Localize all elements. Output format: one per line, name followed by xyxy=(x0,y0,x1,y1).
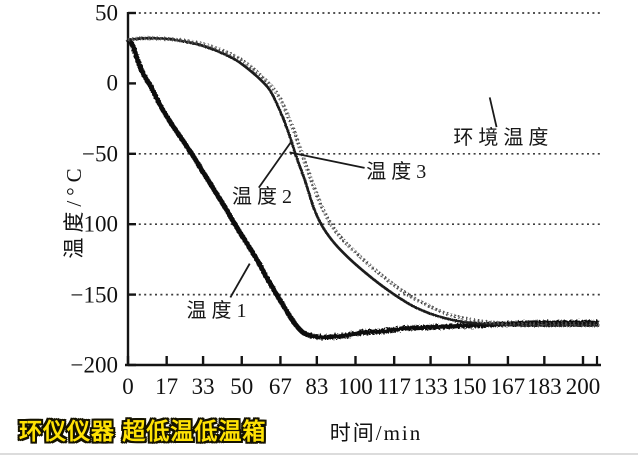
curve-temp3 xyxy=(127,36,599,327)
y-tick-label--100: −100 xyxy=(70,211,118,237)
y-tick-label--200: −200 xyxy=(70,352,118,378)
annotation-line-temp1 xyxy=(229,263,251,298)
x-tick-label-17: 17 xyxy=(155,374,179,399)
annotation-line-temp3 xyxy=(289,151,365,169)
annotation-line-ambient xyxy=(488,97,498,128)
x-tick-label-183: 183 xyxy=(527,374,562,399)
bottom-divider xyxy=(0,453,638,455)
x-axis-label: 时间/min xyxy=(329,421,423,445)
y-tick-label--150: −150 xyxy=(70,282,118,308)
x-tick-label-200: 200 xyxy=(565,374,601,399)
y-tick-label-50: 50 xyxy=(95,0,118,26)
x-tick-label-117: 117 xyxy=(377,374,411,399)
x-tick-label-33: 33 xyxy=(191,374,215,399)
y-tick-label--50: −50 xyxy=(82,141,118,167)
annotation-label-temp2: 温度2 xyxy=(232,186,297,209)
x-tick-label-0: 0 xyxy=(122,374,134,399)
x-tick-label-167: 167 xyxy=(490,374,526,399)
x-tick-label-100: 100 xyxy=(338,374,373,399)
annotation-line-temp2 xyxy=(258,142,292,189)
watermark-text: 环仪仪器 超低温低温箱 xyxy=(19,418,267,444)
annotation-label-temp1: 温度1 xyxy=(186,300,252,323)
curve-temp2 xyxy=(127,36,599,328)
x-tick-label-50: 50 xyxy=(230,374,254,399)
y-tick-label-0: 0 xyxy=(106,70,119,96)
annotation-label-ambient: 环境温度 xyxy=(453,127,554,150)
x-tick-label-83: 83 xyxy=(305,374,329,399)
annotation-label-temp3: 温度3 xyxy=(366,161,432,184)
curve-temp1 xyxy=(126,37,599,340)
x-tick-label-150: 150 xyxy=(452,374,487,399)
x-tick-label-133: 133 xyxy=(413,374,448,399)
x-tick-label-67: 67 xyxy=(268,374,292,399)
